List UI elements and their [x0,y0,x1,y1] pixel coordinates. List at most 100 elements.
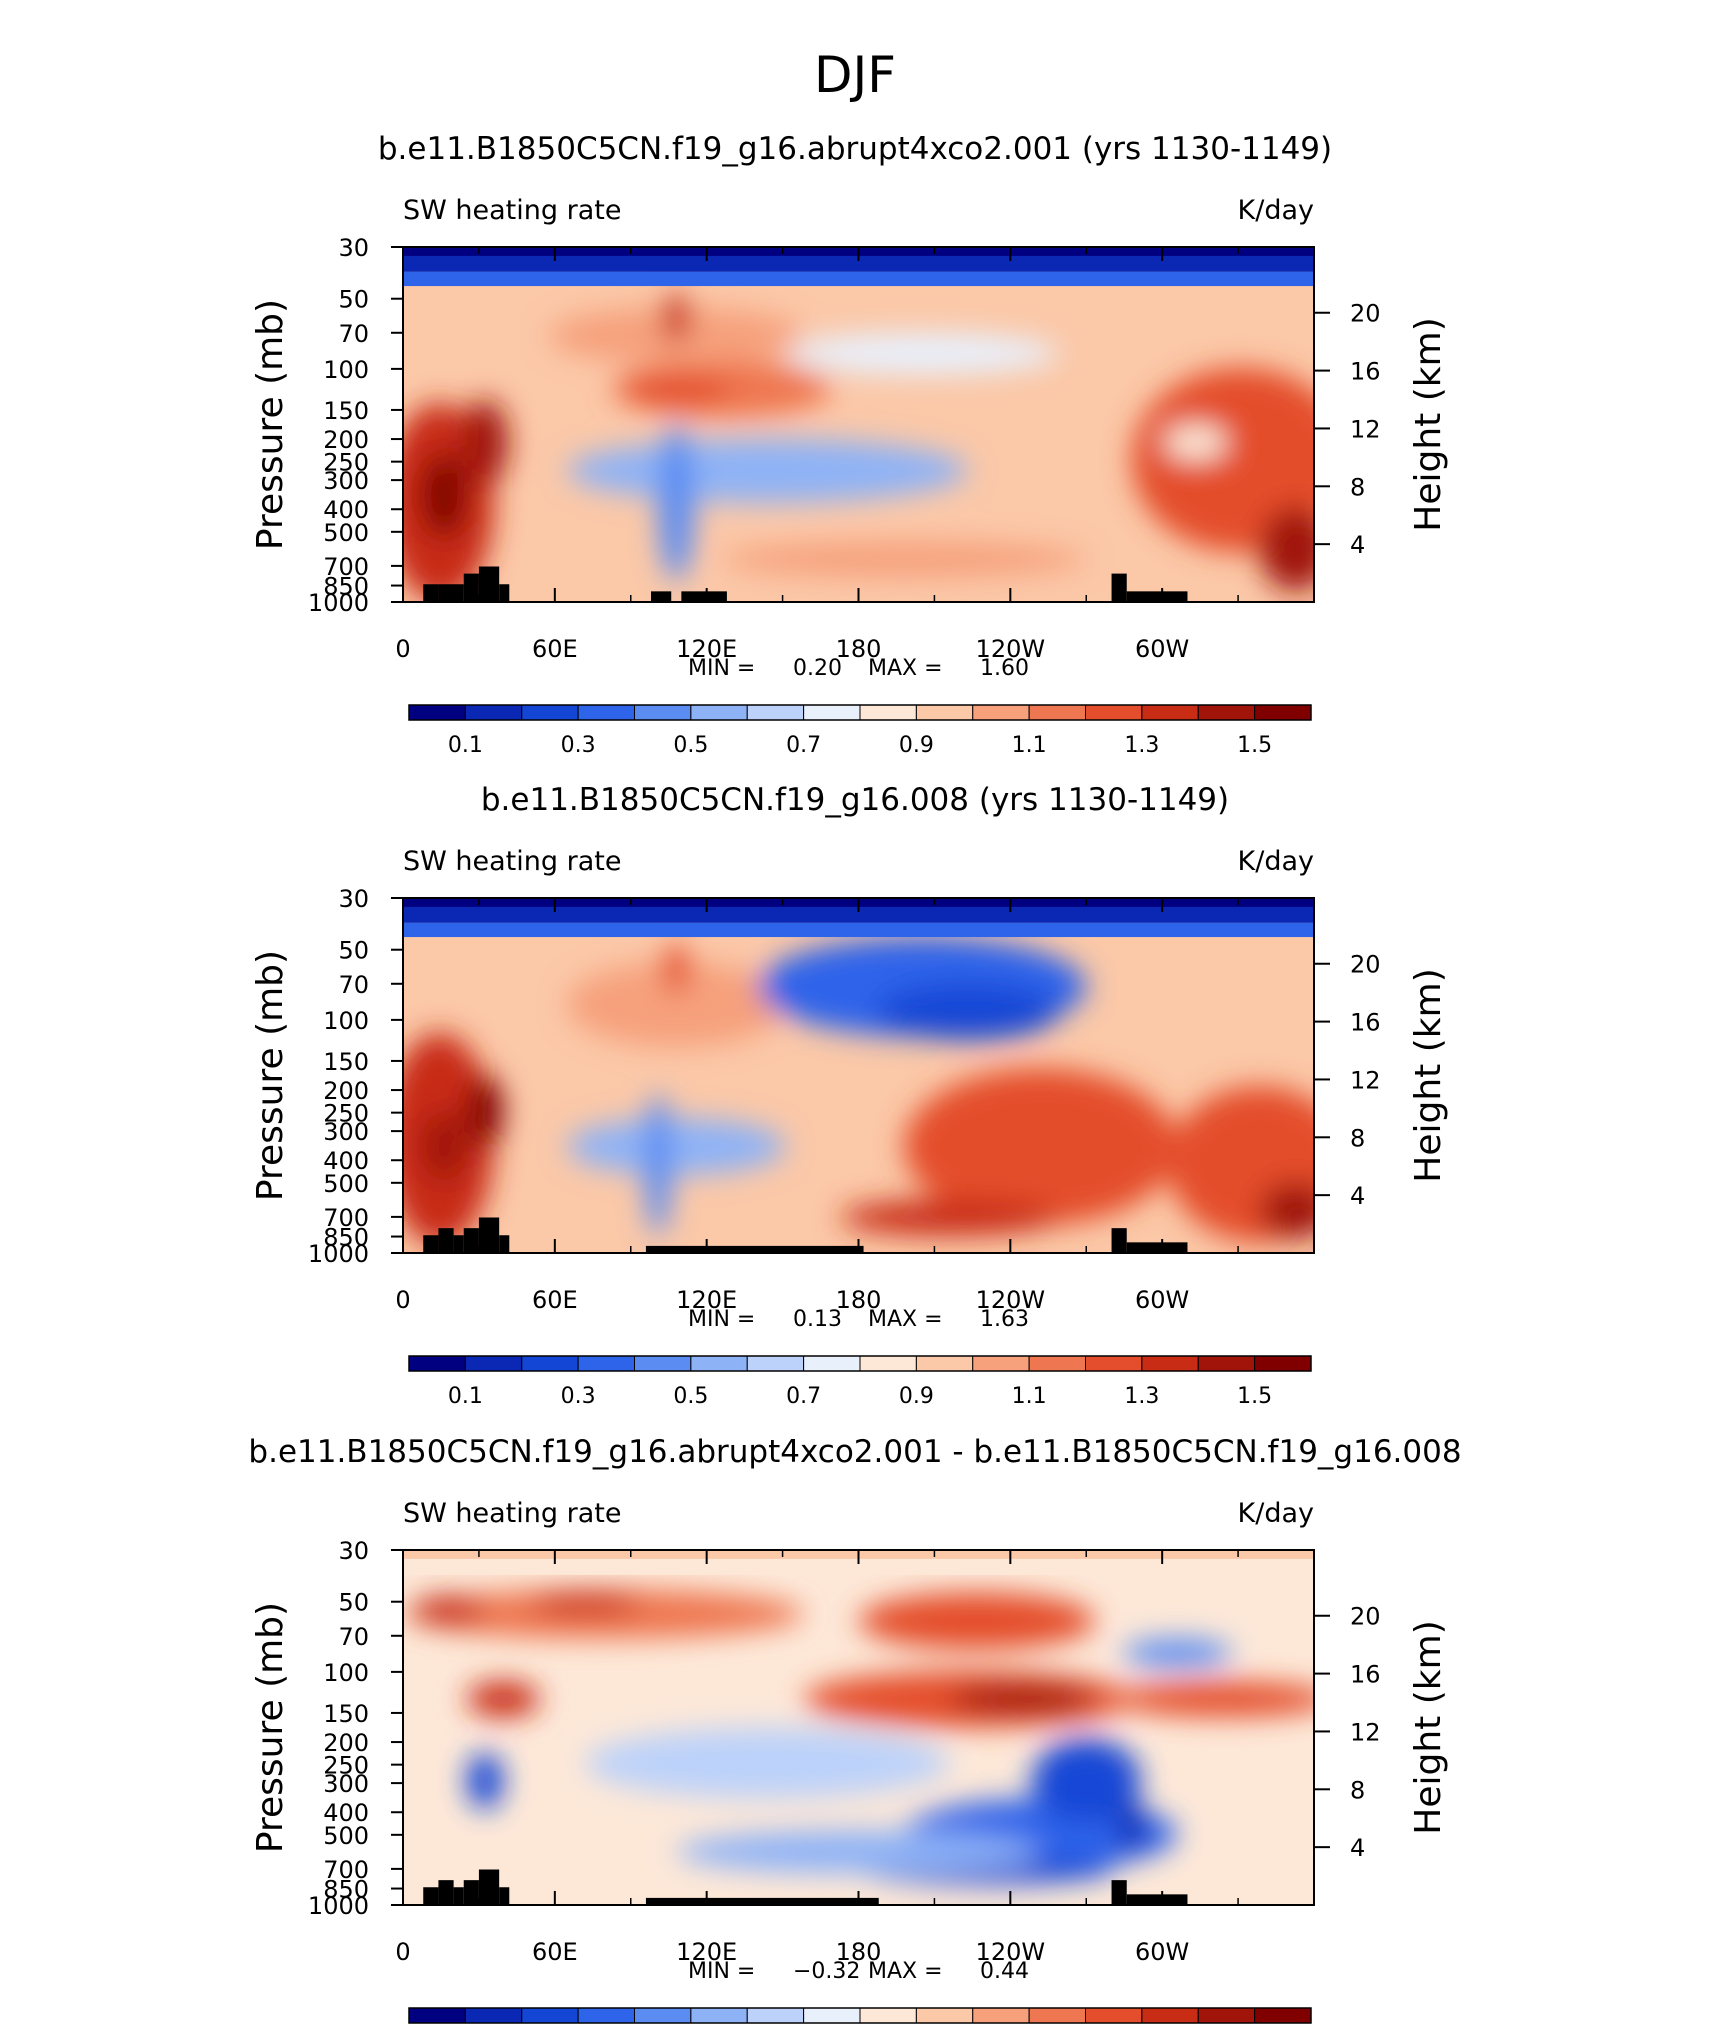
colorbar-label: 0.1 [448,1384,483,1409]
topography-block [1126,591,1188,602]
colorbar-swatch [1085,704,1143,721]
topography-block [423,1887,439,1905]
y-right-tick-label: 16 [1350,1009,1381,1037]
topography-block [499,1235,510,1253]
colorbar-label: 0.9 [899,733,934,758]
topography-block [438,1228,454,1253]
colorbar-label: 0.1 [448,733,483,758]
y-right-tick-label: 20 [1350,1603,1381,1631]
y-tick-label: 700 [323,1856,369,1884]
topography-block [1111,1880,1127,1905]
y-axis-label: Pressure (mb) [250,1602,291,1853]
field-blob [721,541,1087,578]
x-tick-label: 180 [836,1938,882,1966]
y-tick-label: 500 [323,519,369,547]
field-blob [530,1592,640,1614]
field-blob [585,1727,950,1799]
y-right-tick-label: 4 [1350,1182,1365,1210]
colorbar-swatch [521,2007,579,2024]
y-right-tick-label: 16 [1350,358,1381,386]
colorbar-swatch [577,2007,635,2024]
colorbar-swatch [1085,2007,1143,2024]
panel-title: b.e11.B1850C5CN.f19_g16.008 (yrs 1130-11… [481,782,1229,818]
y-tick-label: 70 [338,320,369,348]
colorbar-swatch [1254,704,1312,721]
stats-max-value: 0.44 [980,1959,1029,1984]
colorbar-swatch [464,704,523,721]
y-right-axis-label: Height (km) [1408,968,1449,1182]
colorbar-label: 1.1 [1012,1384,1047,1409]
colorbar-swatch [577,704,635,721]
colorbar-swatch [634,2007,692,2024]
stats-min-label: MIN = [688,1307,755,1332]
field-blob [644,1093,672,1236]
topography-block [645,1897,879,1905]
left-subtitle: SW heating rate [403,195,621,226]
stats-min-label: MIN = [688,1959,755,1984]
chart-panel-3: b.e11.B1850C5CN.f19_g16.abrupt4xco2.001 … [248,1434,1461,2038]
x-tick-label: 120E [676,1286,737,1314]
colorbar-swatch [1085,1355,1143,1372]
stats-max-label: MAX = [868,656,943,681]
y-tick-label: 50 [338,937,369,965]
y-tick-label: 100 [323,356,369,384]
colorbar-swatch [1197,704,1256,721]
field-blob [1131,367,1314,553]
panel-title: b.e11.B1850C5CN.f19_g16.abrupt4xco2.001 … [248,1434,1461,1470]
stats-max-value: 1.63 [980,1307,1029,1332]
x-tick-label: 0 [395,635,410,663]
figure-title: DJF [814,46,896,104]
x-tick-label: 60W [1135,1938,1189,1966]
y-tick-label: 200 [323,1729,369,1757]
y-right-tick-label: 12 [1350,1718,1381,1746]
colorbar-swatch [915,1355,974,1372]
colorbar-label: 0.5 [673,1384,708,1409]
colorbar-label: −0.2 [570,2036,623,2038]
y-tick-label: 250 [323,1752,369,1780]
x-tick-label: 0 [395,1938,410,1966]
field-blob [1031,1738,1141,1824]
colorbar-label: 1.1 [1012,733,1047,758]
field-blob [662,293,690,343]
topography-block [499,1887,510,1905]
stats-max-value: 1.60 [980,656,1029,681]
colorbar-swatch [577,1355,635,1372]
y-right-tick-label: 20 [1350,300,1381,328]
y-right-tick-label: 12 [1350,1066,1381,1094]
colorbar-swatch [408,2007,466,2024]
colorbar-label: 1.3 [1124,1384,1159,1409]
field-blobs [403,1589,1314,1884]
y-tick-label: 1000 [308,1240,369,1268]
field-blob [421,452,467,539]
contour-field [403,898,1314,1253]
colorbar-swatch [464,2007,523,2024]
y-right-tick-label: 8 [1350,473,1365,501]
topography-block [478,566,500,602]
x-tick-label: 120E [676,1938,737,1966]
field-blob [566,438,968,503]
y-tick-label: 400 [323,1147,369,1175]
colorbar-swatch [803,704,861,721]
colorbar-frame [408,2007,1312,2024]
field-blob [1168,1086,1314,1243]
colorbar-swatch [690,704,748,721]
colorbar-swatch [521,704,579,721]
colorbar-swatch [464,1355,523,1372]
colorbar-swatch [859,2007,917,2024]
y-tick-label: 200 [323,1077,369,1105]
y-tick-label: 150 [323,1048,369,1076]
topography-block [423,1235,439,1253]
colorbar-swatch [803,2007,861,2024]
x-tick-label: 60W [1135,635,1189,663]
colorbar-swatch [746,2007,805,2024]
colorbar-swatch [972,704,1030,721]
colorbar-label: 0.7 [786,733,821,758]
colorbar-swatch [690,1355,748,1372]
topography-block [423,584,439,602]
colorbar-swatch [634,704,692,721]
colorbar-label: −0.1 [702,2036,755,2038]
colorbar-swatch [803,1355,861,1372]
field-blob [949,1684,1096,1714]
colorbar-frame [408,1355,1312,1372]
